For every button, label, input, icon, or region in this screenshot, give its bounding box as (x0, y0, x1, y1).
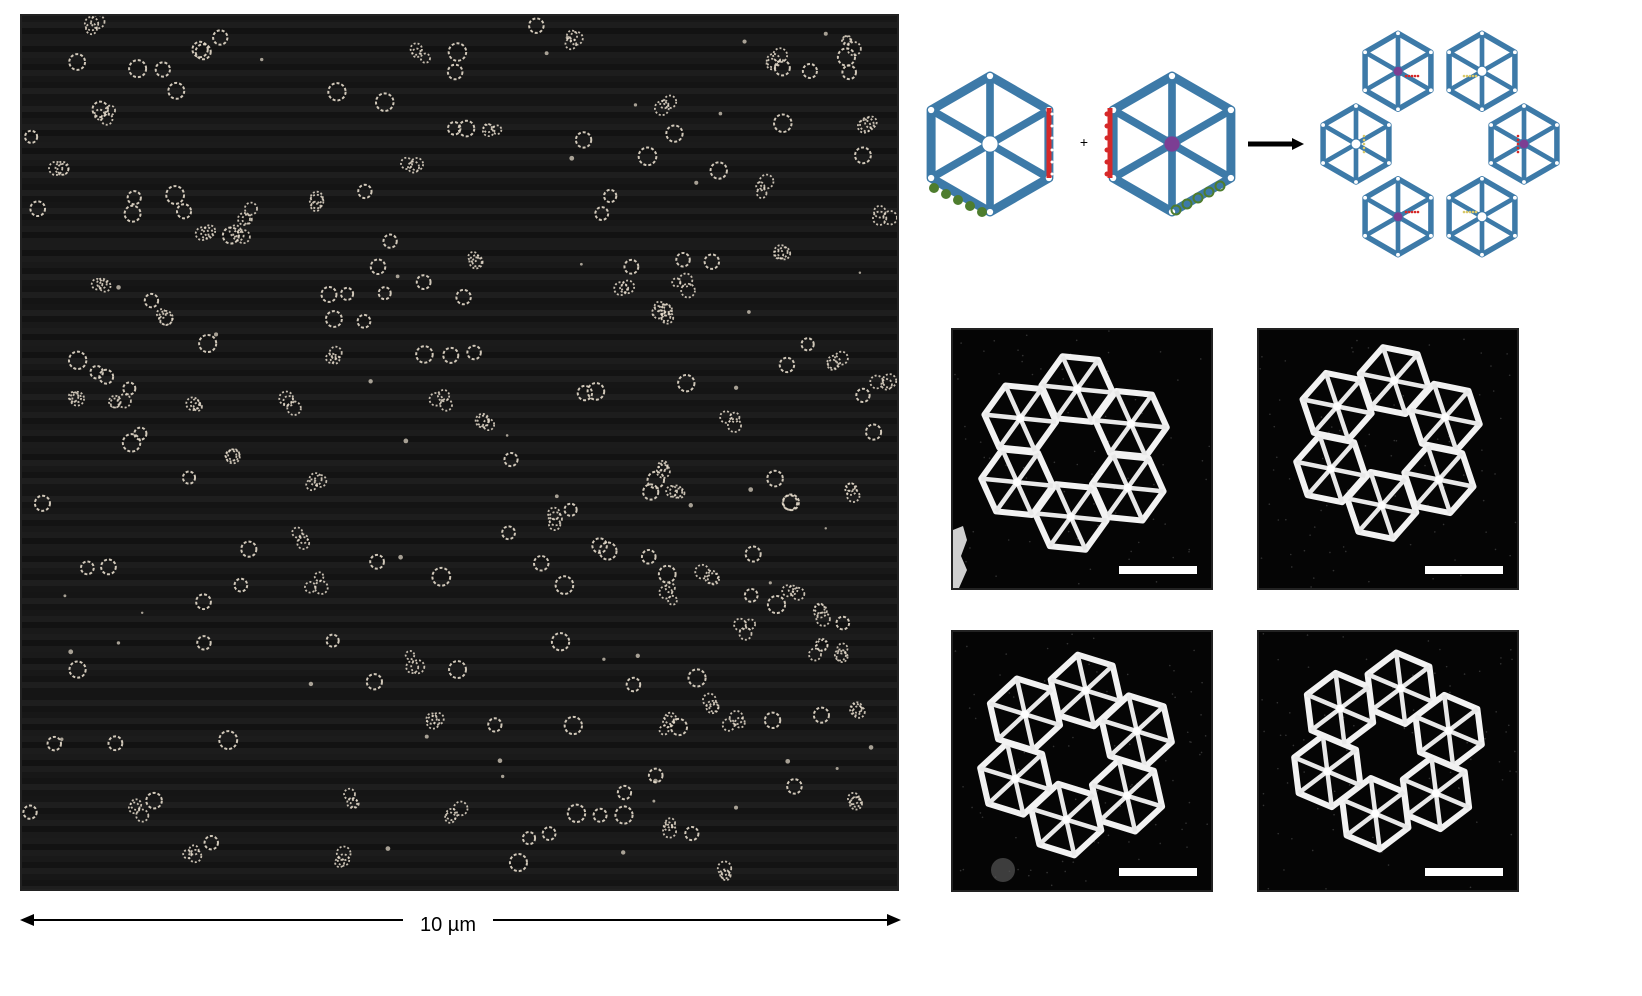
hexagon-monomer-a (926, 71, 1054, 217)
scale-label: 10 µm (403, 914, 493, 936)
ring-hexagon (1320, 103, 1392, 185)
ring-hexagon (1488, 103, 1560, 185)
arrow (1248, 138, 1304, 150)
ring-structure (1259, 338, 1517, 588)
plus-sign: + (1080, 134, 1088, 150)
hexagon-monomer-b (1104, 71, 1236, 217)
afm-closeup-4 (1257, 630, 1519, 892)
ring-structure (953, 330, 1211, 588)
afm-closeup-2 (1257, 328, 1519, 590)
scale-bar (1119, 868, 1197, 876)
overview-particles (22, 16, 897, 889)
assembly-schematic: + (912, 20, 1632, 280)
ring-hexagon (1446, 30, 1518, 113)
scale-bar (1119, 566, 1197, 574)
ring-structure (954, 633, 1208, 887)
ring-structure (1261, 632, 1517, 890)
ring-hexagon (1362, 175, 1434, 258)
scale-bar (1425, 566, 1503, 574)
hexamer-ring-assembly (1320, 30, 1560, 258)
afm-closeup-1 (951, 328, 1213, 590)
ring-hexagon (1362, 30, 1434, 113)
afm-closeup-3 (951, 630, 1213, 892)
overview-scale-arrow (0, 893, 1642, 943)
afm-overview-image (20, 14, 899, 891)
scale-bar (1425, 868, 1503, 876)
ring-hexagon (1446, 175, 1518, 258)
